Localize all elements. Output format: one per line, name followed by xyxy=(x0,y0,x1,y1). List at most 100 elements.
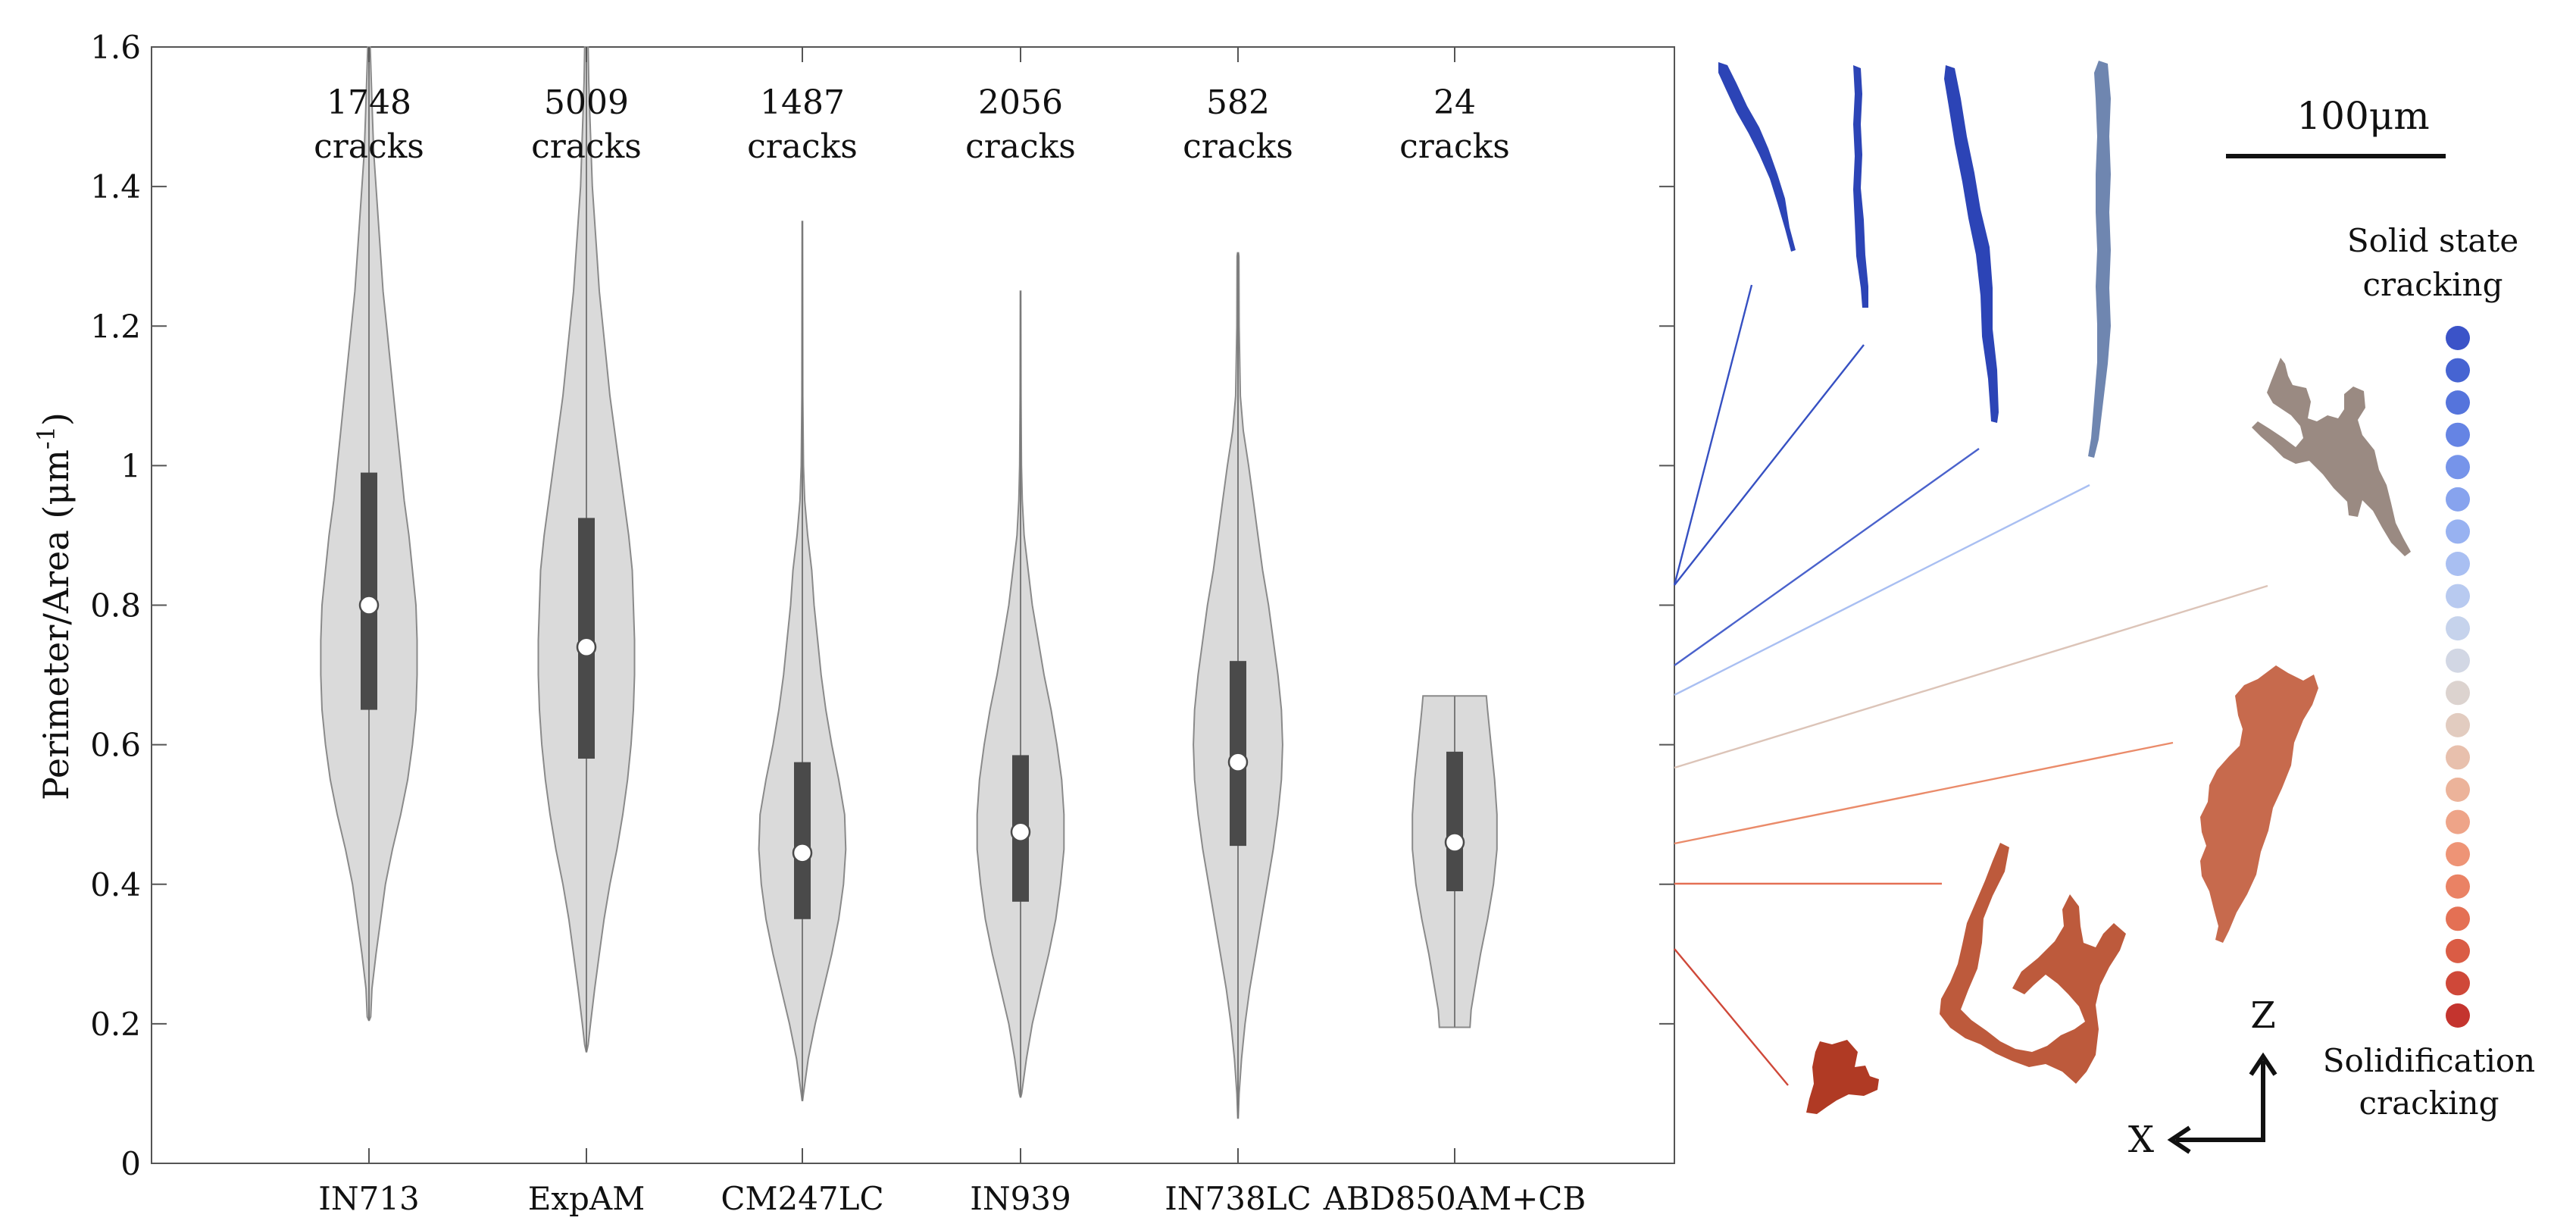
crack-count-number: 582 xyxy=(1206,83,1270,122)
legend-gradient-dot xyxy=(2446,390,2470,415)
x-tick-label: CM247LC xyxy=(721,1180,883,1217)
y-tick-label: 1.6 xyxy=(90,29,141,66)
connector-line xyxy=(1673,284,1753,586)
x-tick-label: ABD850AM+CB xyxy=(1323,1180,1587,1217)
count-labels: 1748 cracks 5009 cracks 1487 cracks 2056 cracks… xyxy=(314,83,1510,166)
legend-gradient-dot xyxy=(2446,906,2470,931)
crack-count-unit: cracks xyxy=(965,127,1076,166)
legend-gradient-dot xyxy=(2446,455,2470,480)
crack-shape-solidification xyxy=(1940,843,2126,1084)
violin-median-marker xyxy=(576,637,597,657)
scale-bar: 100μm xyxy=(2226,94,2446,158)
y-tick-label: 1 xyxy=(120,447,141,484)
x-tick-label: ExpAM xyxy=(528,1180,646,1217)
legend-gradient-dot xyxy=(2446,842,2470,867)
legend-top-line1: Solid state xyxy=(2347,222,2518,259)
y-axis-label-text: Perimeter/Area (μm xyxy=(36,449,77,800)
crack-morphology-panel: 100μm Solid state cracking Solidificatio… xyxy=(1673,61,2535,1161)
y-tick-label: 0.4 xyxy=(90,866,141,903)
crack-count-number: 24 xyxy=(1433,83,1476,122)
solidification-crack-shapes xyxy=(1806,358,2411,1114)
connector-line xyxy=(1674,584,2268,769)
connector-line xyxy=(1674,948,1789,1086)
x-tick-label: IN738LC xyxy=(1165,1180,1311,1217)
legend-gradient-dot xyxy=(2446,1003,2470,1028)
connector-line xyxy=(1674,484,2090,696)
connector-line xyxy=(1674,344,1865,586)
legend-gradient-dot xyxy=(2446,552,2470,576)
crack-shape-solid-state xyxy=(1944,65,1999,423)
legend-gradient-dot xyxy=(2446,422,2470,447)
legend-gradient-dot xyxy=(2446,712,2470,737)
violin-iqr-box xyxy=(794,762,811,919)
connector-lines xyxy=(1673,284,2268,1086)
legend-gradient-dot xyxy=(2446,616,2470,641)
legend-gradient-dot xyxy=(2446,745,2470,770)
legend-gradient-dot xyxy=(2446,971,2470,996)
crack-shape-solidification xyxy=(1806,1040,1879,1114)
legend-gradient-dot xyxy=(2446,519,2470,544)
violin-median-marker xyxy=(1227,752,1249,772)
violin-iqr-box xyxy=(361,472,377,710)
y-tick-label: 1.4 xyxy=(90,168,141,205)
crack-shape-transitional xyxy=(2252,358,2411,556)
legend-gradient-dot xyxy=(2446,874,2470,899)
y-tick-label: 0 xyxy=(120,1145,141,1182)
crack-count-number: 1487 xyxy=(760,83,845,122)
orientation-axes xyxy=(2167,1052,2277,1154)
crack-count-number: 5009 xyxy=(544,83,629,122)
violins xyxy=(320,46,1498,1119)
violin-chart: 0 0.2 0.4 0.6 0.8 1 1.2 1.4 1.6 IN713 ExpAM CM247L… xyxy=(32,29,1675,1217)
x-axis: IN713 ExpAM CM247LC IN939 IN738LC ABD850AM+CB xyxy=(318,47,1586,1217)
legend-gradient-dot xyxy=(2446,326,2470,350)
connector-line xyxy=(1674,741,2174,845)
violin-iqr-box xyxy=(1446,751,1463,891)
legend-gradient-dot xyxy=(2446,358,2470,383)
x-arrow-head-icon xyxy=(2167,1125,2191,1154)
violin-median-marker xyxy=(792,843,813,863)
violin-median-marker xyxy=(1010,822,1031,842)
legend-bottom-line1: Solidification xyxy=(2323,1042,2535,1079)
crack-count-unit: cracks xyxy=(1399,127,1510,166)
axis-x-label: X xyxy=(2128,1119,2154,1161)
legend-gradient-dot xyxy=(2446,487,2470,512)
violin-median-marker xyxy=(358,595,380,615)
legend-gradient-dot xyxy=(2446,648,2470,673)
crack-count-unit: cracks xyxy=(531,127,642,166)
x-tick-label: IN713 xyxy=(318,1180,420,1217)
connector-line xyxy=(1674,448,1980,666)
crack-shape-solid-state xyxy=(2088,61,2111,458)
crack-count-number: 1748 xyxy=(327,83,411,122)
gradient-dots xyxy=(2446,326,2470,1028)
legend-bottom-line2: cracking xyxy=(2359,1085,2499,1122)
crack-count-unit: cracks xyxy=(1183,127,1293,166)
crack-shape-solid-state xyxy=(1853,65,1868,308)
legend-gradient-dot xyxy=(2446,809,2470,834)
crack-type-legend: Solid state cracking Solidification crac… xyxy=(2323,222,2535,1122)
legend-gradient-dot xyxy=(2446,681,2470,706)
crack-count-number: 2056 xyxy=(978,83,1063,122)
y-axis: 0 0.2 0.4 0.6 0.8 1 1.2 1.4 1.6 xyxy=(90,29,1674,1182)
solid-state-crack-shapes xyxy=(1718,61,2111,458)
legend-gradient-dot xyxy=(2446,938,2470,963)
y-tick-label: 0.2 xyxy=(90,1006,141,1043)
violin-median-marker xyxy=(1444,832,1465,853)
y-axis-label-suffix: ) xyxy=(36,412,77,426)
crack-shape-solid-state xyxy=(1718,62,1796,252)
y-axis-label: Perimeter/Area (μm-1) xyxy=(32,412,77,800)
y-tick-label: 1.2 xyxy=(90,308,141,345)
legend-top-line2: cracking xyxy=(2363,266,2503,303)
crack-shape-solidification xyxy=(2200,665,2318,943)
axis-z-label: Z xyxy=(2250,994,2275,1037)
legend-gradient-dot xyxy=(2446,584,2470,609)
y-axis-label-exponent: -1 xyxy=(32,426,61,449)
x-tick-label: IN939 xyxy=(970,1180,1071,1217)
legend-gradient-dot xyxy=(2446,778,2470,802)
y-tick-label: 0.6 xyxy=(90,727,141,764)
crack-count-unit: cracks xyxy=(747,127,858,166)
y-tick-label: 0.8 xyxy=(90,587,141,624)
crack-count-unit: cracks xyxy=(314,127,424,166)
z-arrow-head-icon xyxy=(2249,1052,2277,1076)
scale-bar-label: 100μm xyxy=(2296,94,2429,138)
